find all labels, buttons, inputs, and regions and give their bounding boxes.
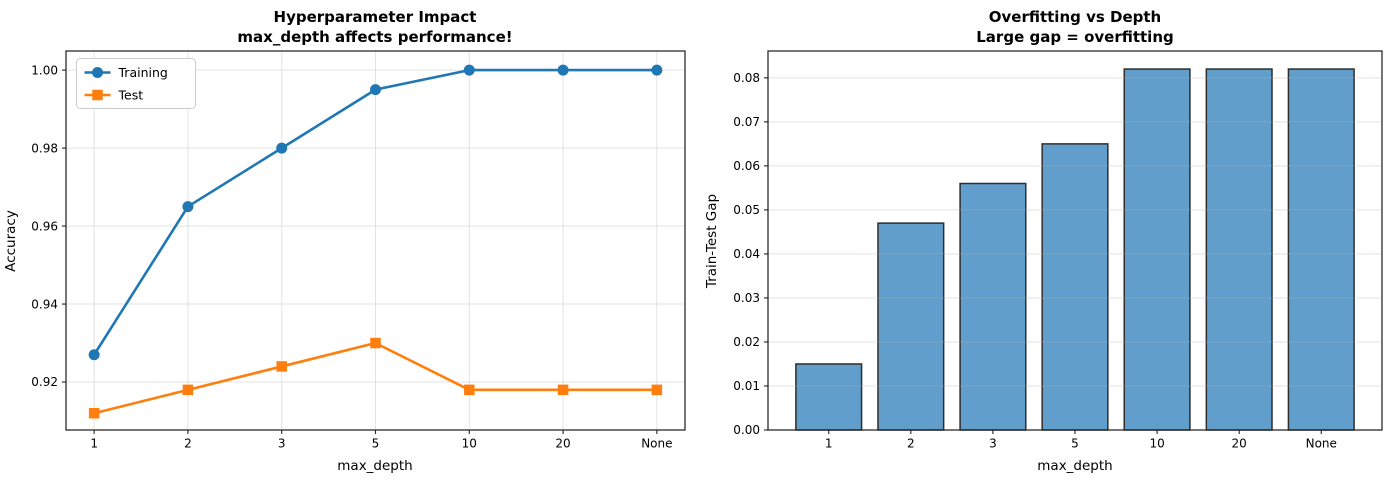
bar xyxy=(959,182,1027,431)
legend-entry-label: Test xyxy=(118,87,144,102)
x-tick-label: 5 xyxy=(1071,437,1079,451)
y-tick-label: 0.05 xyxy=(733,203,760,217)
legend: Training Test xyxy=(76,58,196,109)
data-point-marker xyxy=(182,201,194,213)
y-tick-label: 0.04 xyxy=(733,247,760,261)
x-tick-label: 2 xyxy=(907,437,915,451)
y-tick-label: 0.96 xyxy=(31,219,58,233)
y-tick-label: 1.00 xyxy=(31,63,58,77)
y-tick-label: 0.07 xyxy=(733,115,760,129)
data-point-marker xyxy=(88,407,100,419)
hyperparameter-impact-chart-panel: Hyperparameter Impact max_depth affects … xyxy=(3,8,686,474)
x-tick-label: 1 xyxy=(90,437,98,451)
bar-chart-canvas: Overfitting vs Depth Large gap = overfit… xyxy=(704,8,1383,474)
legend-entry-label: Training xyxy=(118,65,168,80)
overfitting-vs-depth-chart-panel: Overfitting vs Depth Large gap = overfit… xyxy=(695,0,1389,489)
data-point-marker xyxy=(463,64,475,76)
x-tick-label: 20 xyxy=(1232,437,1247,451)
x-tick-label: 10 xyxy=(462,437,477,451)
chart-title: Overfitting vs Depth xyxy=(989,8,1161,26)
y-axis-label: Accuracy xyxy=(3,210,19,272)
y-tick-label: 0.01 xyxy=(733,379,760,393)
x-tick-label: 1 xyxy=(825,437,833,451)
data-point-marker xyxy=(182,384,194,396)
x-tick-label: None xyxy=(641,437,672,451)
bar xyxy=(795,363,863,431)
x-axis-label: max_depth xyxy=(337,458,412,474)
data-point-marker xyxy=(370,337,381,349)
chart-subtitle: max_depth affects performance! xyxy=(237,28,512,46)
x-tick-label: 20 xyxy=(555,437,570,451)
y-tick-label: 0.06 xyxy=(733,159,760,173)
legend-sample-marker xyxy=(92,89,103,101)
x-tick-label: 10 xyxy=(1149,437,1164,451)
y-tick-label: 0.98 xyxy=(31,141,58,155)
data-point-marker xyxy=(370,84,381,96)
bar xyxy=(877,222,945,431)
bar xyxy=(1041,143,1109,431)
y-tick-label: 0.02 xyxy=(733,335,760,349)
data-point-marker xyxy=(557,64,569,76)
bar xyxy=(1205,68,1273,431)
y-tick-label: 0.00 xyxy=(733,423,760,437)
x-tick-label: 5 xyxy=(372,437,380,451)
test-series xyxy=(88,337,663,419)
legend-entry: Training xyxy=(84,65,168,80)
bar xyxy=(1287,68,1355,431)
plot-area: 0.00 0.01 0.02 0.03 0.04 0.05 0.06 0.07 0.08 1 2 3 5… xyxy=(733,50,1383,451)
y-axis-label: Train-Test Gap xyxy=(704,194,720,289)
training-series xyxy=(88,64,663,361)
chart-title: Hyperparameter Impact xyxy=(274,8,477,26)
data-point-marker xyxy=(464,384,475,396)
bar xyxy=(1123,68,1191,431)
data-point-marker xyxy=(276,142,288,154)
plot-area: 0.92 0.94 0.96 0.98 1.00 1 2 3 5 10 20 None Training… xyxy=(31,50,686,451)
x-axis-label: max_depth xyxy=(1037,458,1112,474)
y-tick-label: 0.08 xyxy=(733,71,760,85)
legend-entry: Test xyxy=(84,87,144,102)
x-tick-label: 3 xyxy=(278,437,286,451)
y-tick-label: 0.94 xyxy=(31,297,58,311)
line-chart-canvas: Hyperparameter Impact max_depth affects … xyxy=(3,8,686,474)
data-point-marker xyxy=(557,384,569,396)
y-tick-label: 0.03 xyxy=(733,291,760,305)
chart-subtitle: Large gap = overfitting xyxy=(976,28,1174,46)
x-tick-label: None xyxy=(1306,437,1337,451)
data-point-marker xyxy=(276,361,287,372)
y-tick-label: 0.92 xyxy=(31,375,58,389)
data-point-marker xyxy=(88,349,100,361)
x-tick-label: 2 xyxy=(184,437,192,451)
legend-sample-marker xyxy=(92,67,103,78)
data-point-marker xyxy=(651,64,663,76)
data-point-marker xyxy=(651,384,663,396)
x-tick-label: 3 xyxy=(989,437,997,451)
